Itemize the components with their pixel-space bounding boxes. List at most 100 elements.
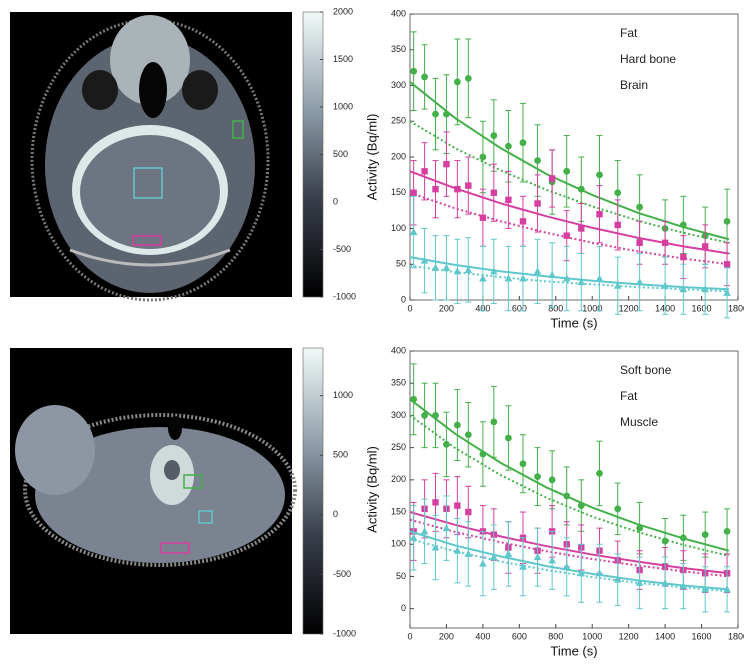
marker: [432, 110, 439, 118]
marker: [410, 67, 418, 75]
marker: [504, 549, 513, 557]
marker: [577, 185, 585, 193]
colorbar-tick-label: 500: [333, 149, 348, 159]
x-tick-label: 1600: [692, 303, 712, 313]
marker: [464, 431, 472, 439]
marker: [723, 288, 731, 296]
marker: [595, 274, 604, 282]
x-tick-label: 400: [475, 631, 490, 641]
colorbar-tick-label: 1000: [333, 390, 353, 400]
marker: [464, 265, 473, 273]
marker: [453, 78, 461, 86]
marker: [465, 182, 472, 189]
marker: [613, 575, 622, 583]
marker: [519, 139, 527, 147]
marker: [432, 412, 439, 419]
marker: [420, 527, 429, 535]
marker: [479, 214, 487, 221]
marker: [505, 142, 512, 150]
fit-line-dotted: [409, 518, 730, 578]
marker: [534, 200, 541, 207]
x-tick-label: 800: [548, 303, 563, 313]
marker: [595, 569, 604, 577]
y-axis-title: Activity (Bq/ml): [364, 446, 379, 533]
marker: [534, 157, 541, 164]
marker: [519, 218, 527, 225]
x-tick-label: 1400: [655, 631, 675, 641]
marker: [432, 185, 439, 193]
marker: [562, 562, 571, 570]
marker: [490, 189, 498, 196]
marker: [636, 239, 643, 246]
legend-entry: Fat: [620, 389, 638, 403]
marker: [723, 217, 731, 225]
marker: [421, 73, 428, 81]
y-tick-label: 50: [396, 259, 406, 269]
legend-entry: Brain: [620, 78, 648, 92]
marker: [453, 546, 462, 554]
marker: [442, 263, 451, 271]
marker: [701, 585, 709, 593]
marker: [479, 274, 487, 282]
colorbar-tick-label: -1000: [333, 291, 356, 301]
marker: [614, 221, 621, 229]
x-tick-label: 600: [512, 631, 527, 641]
marker: [635, 578, 644, 586]
marker: [635, 278, 644, 286]
marker: [534, 473, 541, 481]
marker: [577, 569, 586, 577]
marker: [464, 74, 472, 82]
marker: [490, 418, 498, 426]
marker: [661, 578, 669, 586]
legend-entry: Muscle: [620, 415, 658, 429]
fit-line-dotted: [409, 120, 730, 244]
fit-line-dotted: [409, 538, 729, 593]
marker: [679, 285, 688, 293]
marker: [636, 203, 643, 211]
marker: [596, 469, 603, 477]
marker: [519, 460, 527, 468]
marker: [723, 261, 731, 268]
marker: [421, 168, 428, 175]
marker: [442, 524, 451, 532]
colorbar-tick-label: 500: [333, 450, 348, 460]
colorbar-tick-label: 0: [333, 196, 338, 206]
x-tick-label: 1200: [619, 303, 639, 313]
marker: [578, 225, 585, 232]
legend-entry: Hard bone: [620, 52, 676, 66]
marker: [464, 549, 473, 557]
ct-image-bottom: [10, 348, 297, 634]
y-tick-label: 200: [391, 474, 406, 484]
x-tick-label: 800: [548, 631, 563, 641]
colorbar-tick-label: -500: [333, 244, 351, 254]
marker: [661, 239, 669, 246]
y-axis-title: Activity (Bq/ml): [364, 114, 379, 201]
marker: [409, 228, 418, 236]
marker: [577, 278, 586, 286]
x-tick-label: 1600: [692, 631, 712, 641]
marker: [636, 524, 643, 532]
marker: [505, 434, 512, 442]
marker: [701, 531, 709, 538]
marker: [431, 263, 440, 271]
x-tick-label: 1000: [582, 631, 602, 641]
fit-line: [409, 170, 730, 255]
marker: [614, 189, 622, 197]
x-tick-label: 200: [439, 303, 454, 313]
fit-line-dotted: [409, 414, 730, 557]
colorbar-tick-label: 2000: [333, 6, 353, 16]
marker: [563, 167, 571, 175]
marker: [577, 502, 585, 510]
y-tick-label: 250: [391, 442, 406, 452]
marker: [479, 153, 487, 161]
fit-line-dotted: [409, 264, 729, 293]
y-tick-label: 150: [391, 187, 406, 197]
y-tick-label: 400: [391, 345, 406, 355]
legend-entry: Fat: [620, 26, 638, 40]
marker: [661, 537, 669, 545]
marker: [443, 160, 450, 168]
y-tick-label: 200: [391, 151, 406, 161]
colorbar-tick-label: -500: [333, 569, 351, 579]
x-tick-label: 0: [407, 631, 412, 641]
